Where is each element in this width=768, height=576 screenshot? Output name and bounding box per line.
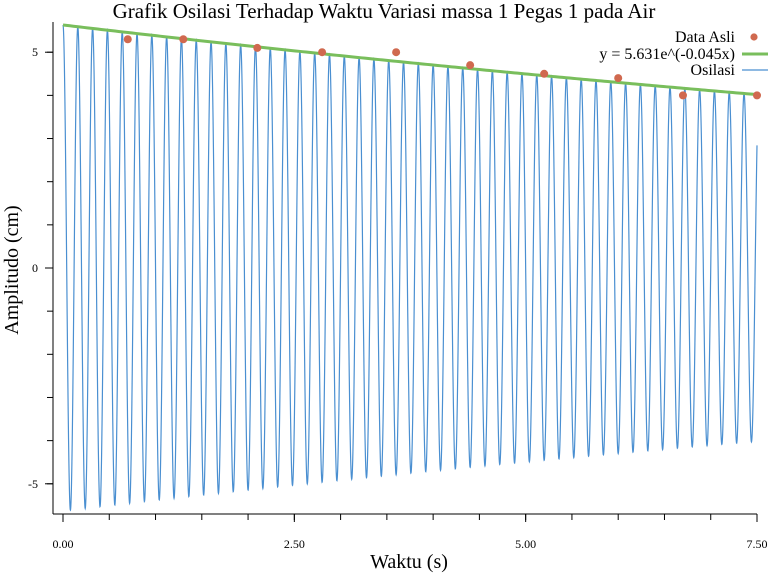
x-tick-label: 0.00 xyxy=(53,537,74,551)
legend-label-data-asli: Data Asli xyxy=(675,29,736,46)
legend: Data Asli y = 5.631e^(-0.045x) Osilasi xyxy=(599,29,768,79)
series-line-osilasi xyxy=(62,24,758,512)
axis-ticks: 0.00 2.50 5.00 7.50 5 0 -5 xyxy=(28,45,768,551)
data-point xyxy=(753,91,761,100)
data-point xyxy=(392,48,401,57)
y-tick-label: -5 xyxy=(28,477,38,491)
legend-marker-data-asli xyxy=(750,33,758,41)
data-point xyxy=(540,69,549,78)
data-point xyxy=(614,74,623,83)
data-point xyxy=(123,35,132,44)
data-point xyxy=(253,43,262,52)
data-point xyxy=(466,61,475,70)
x-tick-label: 5.00 xyxy=(515,537,536,551)
chart-title: Grafik Osilasi Terhadap Waktu Variasi ma… xyxy=(113,0,656,23)
x-tick-label: 2.50 xyxy=(284,537,305,551)
data-point xyxy=(678,91,687,100)
y-axis-label: Amplitudo (cm) xyxy=(1,205,23,334)
data-point xyxy=(318,48,327,57)
legend-label-fit: y = 5.631e^(-0.045x) xyxy=(599,46,735,63)
y-tick-label: 0 xyxy=(32,261,38,275)
series-line-fit xyxy=(62,23,758,97)
plot-area xyxy=(62,23,761,512)
data-point xyxy=(179,35,188,44)
x-tick-label: 7.50 xyxy=(747,537,768,551)
legend-label-osilasi: Osilasi xyxy=(691,62,736,79)
x-axis-label: Waktu (s) xyxy=(370,551,448,573)
y-tick-label: 5 xyxy=(32,45,38,59)
